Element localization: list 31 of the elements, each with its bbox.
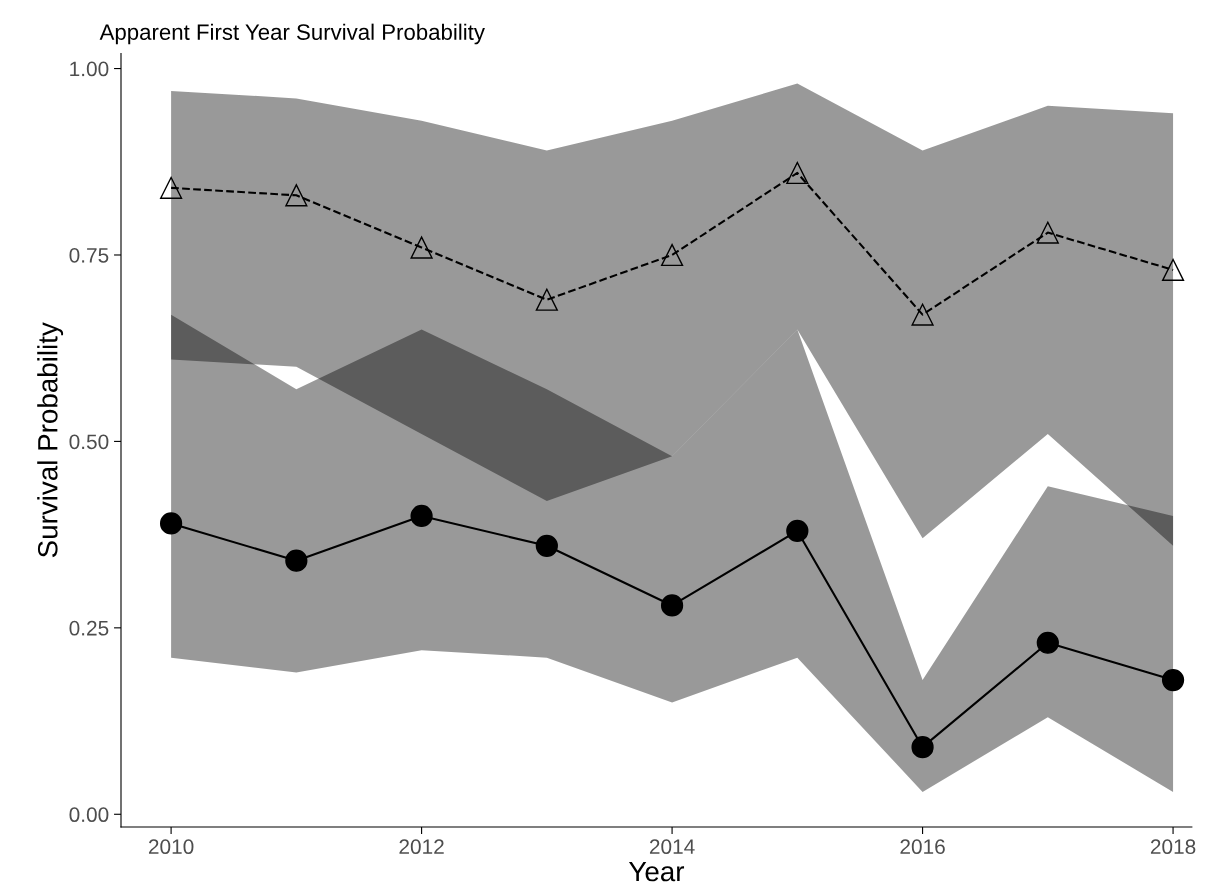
point xyxy=(911,303,934,326)
point xyxy=(159,512,183,535)
point xyxy=(1036,221,1059,244)
x-tick-label: 2010 xyxy=(148,839,194,855)
chart-title: Apparent First Year Survival Probability xyxy=(99,23,485,45)
y-tick-label: 1.00 xyxy=(70,61,109,77)
point xyxy=(535,288,558,311)
x-tick-label: 2016 xyxy=(900,839,945,855)
point xyxy=(1161,258,1185,282)
x-tick-label: 2014 xyxy=(649,839,695,855)
x-tick-label: 2018 xyxy=(1150,839,1196,855)
y-tick-label: 0.75 xyxy=(69,247,109,263)
point xyxy=(535,534,558,557)
point xyxy=(660,243,684,267)
point xyxy=(159,176,183,199)
y-axis-title: Survival Probability xyxy=(37,322,64,558)
y-tick-label: 0.00 xyxy=(69,807,109,823)
point xyxy=(660,594,684,617)
point xyxy=(285,549,308,572)
y-tick-label: 0.50 xyxy=(69,434,109,450)
x-tick-label: 2012 xyxy=(399,839,444,855)
point xyxy=(410,236,433,259)
point xyxy=(1036,631,1059,654)
point xyxy=(911,736,934,759)
point xyxy=(410,504,433,528)
point xyxy=(786,161,809,185)
point xyxy=(1161,668,1185,692)
x-axis-title: Year xyxy=(628,861,685,882)
y-tick-label: 0.25 xyxy=(69,620,109,636)
point xyxy=(786,519,809,543)
point xyxy=(285,184,308,207)
